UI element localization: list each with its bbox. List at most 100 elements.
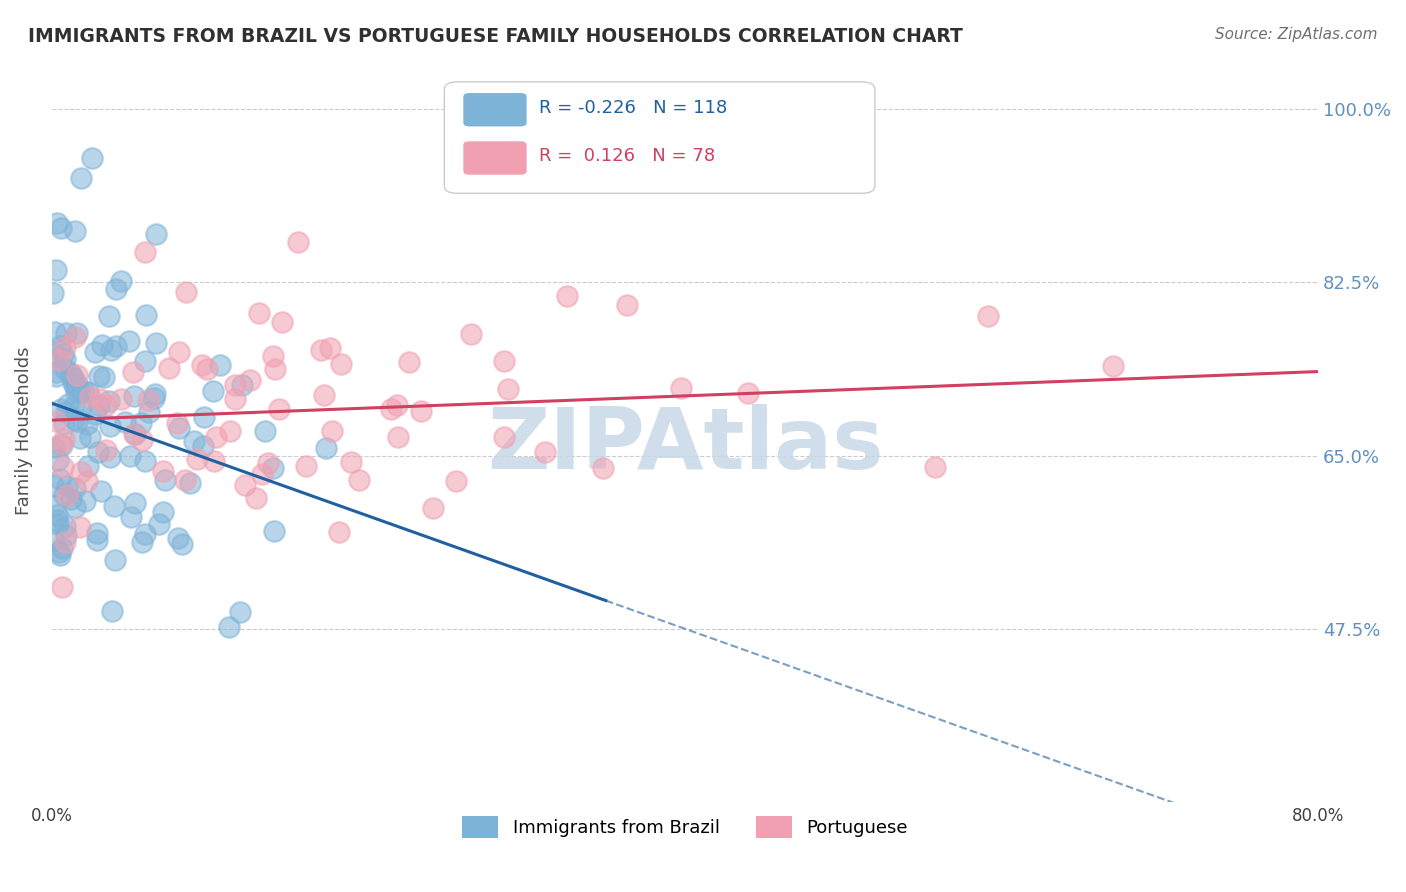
Point bbox=[48, 472, 70, 486]
Point bbox=[65, 384, 87, 399]
Point bbox=[52, 488, 75, 502]
Point bbox=[100, 343, 122, 358]
Point bbox=[271, 315, 294, 329]
FancyBboxPatch shape bbox=[444, 82, 875, 194]
Point bbox=[72, 384, 94, 399]
Point bbox=[134, 354, 156, 368]
Point bbox=[56, 479, 79, 493]
Point bbox=[224, 378, 246, 392]
Point bbox=[70, 465, 93, 479]
Point bbox=[51, 541, 73, 555]
Point bbox=[318, 341, 340, 355]
Point bbox=[114, 415, 136, 429]
Point bbox=[179, 475, 201, 490]
Point bbox=[145, 336, 167, 351]
Point bbox=[45, 216, 67, 230]
Point bbox=[152, 464, 174, 478]
Point bbox=[98, 393, 121, 408]
Point bbox=[118, 334, 141, 348]
Point bbox=[494, 430, 516, 444]
Point bbox=[51, 438, 73, 452]
Point bbox=[51, 580, 73, 594]
Point bbox=[329, 357, 352, 371]
Point bbox=[444, 475, 467, 489]
Point bbox=[66, 326, 89, 341]
Point bbox=[256, 456, 278, 470]
Point bbox=[90, 484, 112, 499]
Point bbox=[492, 354, 515, 368]
Point bbox=[55, 528, 77, 542]
Point bbox=[55, 405, 77, 419]
Point bbox=[205, 430, 228, 444]
Point bbox=[48, 544, 70, 558]
Point bbox=[170, 537, 193, 551]
Point bbox=[287, 235, 309, 249]
Point bbox=[136, 392, 159, 407]
Text: Source: ZipAtlas.com: Source: ZipAtlas.com bbox=[1215, 27, 1378, 42]
Point bbox=[53, 351, 76, 366]
Point bbox=[82, 151, 104, 165]
Point bbox=[131, 534, 153, 549]
Point bbox=[422, 501, 444, 516]
Text: ZIPAtlas: ZIPAtlas bbox=[486, 404, 883, 487]
Point bbox=[387, 430, 409, 444]
Point bbox=[86, 526, 108, 541]
Y-axis label: Family Households: Family Households bbox=[15, 347, 32, 516]
Point bbox=[167, 421, 190, 435]
Point bbox=[70, 399, 93, 413]
Point bbox=[90, 337, 112, 351]
Point bbox=[69, 520, 91, 534]
FancyBboxPatch shape bbox=[464, 141, 527, 175]
Point bbox=[143, 391, 166, 405]
Point bbox=[166, 531, 188, 545]
Point bbox=[51, 220, 73, 235]
Point bbox=[311, 343, 333, 357]
Point bbox=[53, 417, 76, 431]
Point bbox=[76, 417, 98, 431]
Point bbox=[110, 392, 132, 407]
Point bbox=[42, 285, 65, 300]
Point bbox=[62, 376, 84, 391]
Point bbox=[86, 533, 108, 548]
Point bbox=[134, 526, 156, 541]
Point bbox=[460, 326, 482, 341]
Point bbox=[924, 459, 946, 474]
Point bbox=[191, 439, 214, 453]
Text: R = -0.226   N = 118: R = -0.226 N = 118 bbox=[540, 99, 727, 117]
Point bbox=[84, 407, 107, 421]
Point bbox=[380, 402, 402, 417]
Point bbox=[97, 309, 120, 323]
Point bbox=[66, 413, 89, 427]
Point bbox=[183, 434, 205, 449]
Point bbox=[59, 491, 82, 506]
Point bbox=[262, 349, 284, 363]
Point bbox=[53, 535, 76, 549]
Point bbox=[98, 450, 121, 465]
Point bbox=[62, 370, 84, 384]
Text: IMMIGRANTS FROM BRAZIL VS PORTUGUESE FAMILY HOUSEHOLDS CORRELATION CHART: IMMIGRANTS FROM BRAZIL VS PORTUGUESE FAM… bbox=[28, 27, 963, 45]
Text: R =  0.126   N = 78: R = 0.126 N = 78 bbox=[540, 147, 716, 165]
Point bbox=[45, 263, 67, 277]
Point bbox=[98, 418, 121, 433]
Point bbox=[166, 416, 188, 430]
Point bbox=[46, 517, 69, 532]
Point bbox=[252, 467, 274, 481]
Point bbox=[219, 425, 242, 439]
Point bbox=[262, 461, 284, 475]
Point bbox=[202, 384, 225, 399]
Point bbox=[616, 298, 638, 312]
Point bbox=[66, 377, 89, 392]
Point bbox=[737, 386, 759, 401]
Point bbox=[231, 378, 253, 392]
Point bbox=[45, 512, 67, 526]
Point bbox=[49, 437, 72, 451]
Point bbox=[315, 441, 337, 455]
Point bbox=[124, 427, 146, 442]
Point bbox=[52, 460, 75, 475]
Point bbox=[193, 410, 215, 425]
Point bbox=[135, 308, 157, 322]
Point bbox=[138, 405, 160, 419]
Point bbox=[385, 398, 408, 412]
Point bbox=[100, 604, 122, 618]
Point bbox=[122, 427, 145, 442]
